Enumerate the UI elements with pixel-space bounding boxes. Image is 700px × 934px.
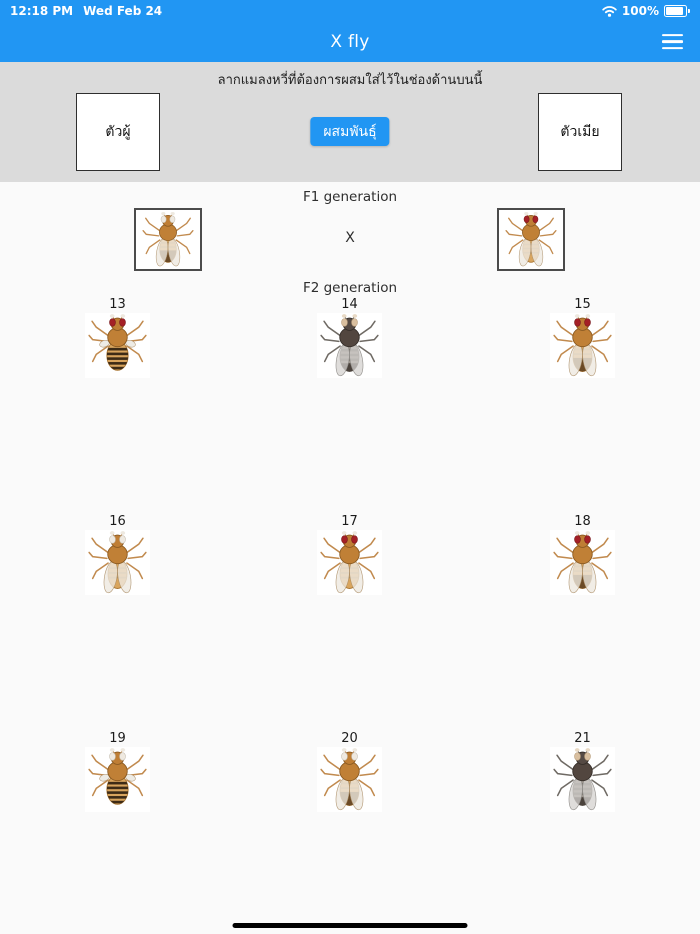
f2-fly-13[interactable]: 13 — [85, 297, 150, 378]
f1-parent-male-fly[interactable] — [134, 208, 202, 271]
f2-fly-14[interactable]: 14 — [317, 297, 382, 378]
f2-fly-17[interactable]: 17 — [317, 514, 382, 595]
f1-parent-female-fly[interactable] — [497, 208, 565, 271]
fly-number-label: 20 — [341, 731, 358, 746]
fly-image — [550, 530, 615, 595]
f2-generation-heading: F2 generation — [302, 280, 398, 296]
male-drop-slot[interactable]: ตัวผู้ — [76, 93, 160, 171]
fly-number-label: 16 — [109, 514, 126, 529]
female-slot-label: ตัวเมีย — [560, 124, 600, 140]
fly-number-label: 17 — [341, 514, 358, 529]
fly-number-label: 13 — [109, 297, 126, 312]
f2-fly-16[interactable]: 16 — [85, 514, 150, 595]
fly-number-label: 15 — [574, 297, 591, 312]
fly-image — [317, 530, 382, 595]
breed-button[interactable]: ผสมพันธุ์ — [310, 117, 390, 146]
fly-image — [317, 747, 382, 812]
fly-image — [317, 313, 382, 378]
instruction-text: ลากแมลงหวี่ที่ต้องการผสมใส่ไว้ในช่องด้าน… — [217, 73, 483, 88]
f1-generation-heading: F1 generation — [302, 189, 398, 205]
nav-bar: X fly — [0, 21, 700, 62]
fly-image — [85, 747, 150, 812]
battery-percent: 100% — [621, 3, 659, 18]
breeding-panel: ลากแมลงหวี่ที่ต้องการผสมใส่ไว้ในช่องด้าน… — [0, 62, 700, 182]
fly-number-label: 18 — [574, 514, 591, 529]
fly-image — [550, 747, 615, 812]
status-time: 12:18 PM — [10, 3, 74, 18]
wifi-icon — [602, 5, 617, 17]
fly-image — [85, 530, 150, 595]
menu-icon[interactable] — [659, 31, 686, 53]
fly-number-label: 14 — [341, 297, 358, 312]
f2-fly-15[interactable]: 15 — [550, 297, 615, 378]
fly-image — [550, 313, 615, 378]
status-bar: 12:18 PM Wed Feb 24 100% — [0, 0, 700, 21]
battery-icon — [664, 4, 690, 17]
f2-fly-20[interactable]: 20 — [317, 731, 382, 812]
status-date: Wed Feb 24 — [83, 3, 163, 18]
f2-fly-19[interactable]: 19 — [85, 731, 150, 812]
male-slot-label: ตัวผู้ — [105, 124, 131, 140]
fly-number-label: 19 — [109, 731, 126, 746]
page-title: X fly — [330, 31, 370, 52]
female-drop-slot[interactable]: ตัวเมีย — [538, 93, 622, 171]
f2-fly-18[interactable]: 18 — [550, 514, 615, 595]
f2-fly-21[interactable]: 21 — [550, 731, 615, 812]
fly-number-label: 21 — [574, 731, 591, 746]
home-indicator[interactable] — [232, 923, 468, 928]
cross-symbol: X — [345, 230, 355, 246]
fly-image — [85, 313, 150, 378]
